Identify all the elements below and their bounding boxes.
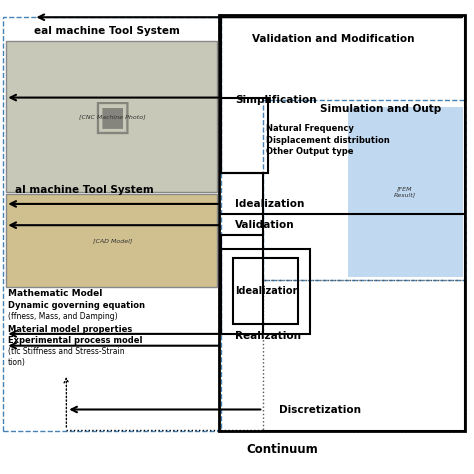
Text: Validation: Validation [235, 220, 295, 230]
Text: Idealization: Idealization [235, 199, 304, 209]
FancyBboxPatch shape [348, 107, 463, 277]
Text: [FEM
Result]: [FEM Result] [394, 187, 416, 198]
FancyBboxPatch shape [6, 41, 218, 192]
FancyBboxPatch shape [6, 194, 218, 287]
Text: (ffness, Mass, and Damping): (ffness, Mass, and Damping) [8, 312, 118, 321]
Text: ▣: ▣ [92, 95, 132, 137]
Text: Validation and Modification: Validation and Modification [252, 34, 415, 44]
Text: Simplification: Simplification [235, 95, 317, 105]
Text: eal machine Tool System: eal machine Tool System [34, 27, 179, 36]
Text: tion): tion) [8, 358, 26, 367]
Text: Idealization: Idealization [235, 286, 300, 296]
Text: [CAD Model]: [CAD Model] [92, 238, 132, 243]
Text: Realization: Realization [235, 331, 301, 341]
Text: [CNC Machine Photo]: [CNC Machine Photo] [79, 114, 146, 119]
Text: Experimental process model: Experimental process model [8, 337, 142, 346]
Text: Natural Frequency: Natural Frequency [265, 124, 354, 133]
Text: Mathematic Model: Mathematic Model [8, 289, 102, 298]
Text: al machine Tool System: al machine Tool System [15, 185, 154, 195]
Text: Discretization: Discretization [279, 404, 361, 414]
Text: Dynamic governing equation: Dynamic governing equation [8, 301, 145, 310]
Text: Continuum: Continuum [246, 443, 318, 456]
Text: Other Output type: Other Output type [265, 147, 353, 156]
Text: (tic Stiffness and Stress-Strain: (tic Stiffness and Stress-Strain [8, 347, 124, 356]
Text: Simulation and Outp: Simulation and Outp [319, 104, 441, 114]
Text: Material model properties: Material model properties [8, 325, 132, 334]
Text: Displacement distribution: Displacement distribution [265, 136, 389, 145]
